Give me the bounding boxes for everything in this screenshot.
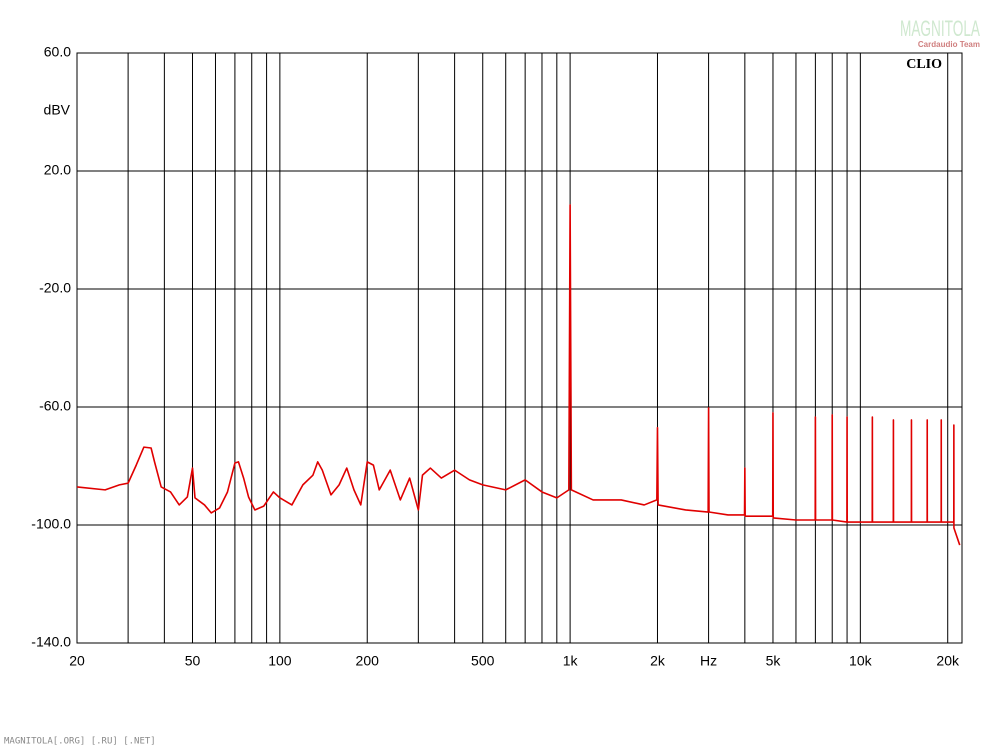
y-tick-label: 60.0 xyxy=(44,44,71,60)
x-tick-label: 100 xyxy=(268,653,292,669)
x-tick-label: 5k xyxy=(766,653,782,669)
x-tick-label: Hz xyxy=(700,653,717,669)
x-tick-label: 2k xyxy=(650,653,666,669)
x-tick-label: 20k xyxy=(936,653,960,669)
y-tick-label: -20.0 xyxy=(39,280,71,296)
plot-frame xyxy=(76,52,963,644)
x-tick-label: 200 xyxy=(356,653,380,669)
x-tick-label: 10k xyxy=(849,653,873,669)
footer: MAGNITOLA[.ORG] [.RU] [.NET] xyxy=(4,737,156,747)
x-tick-label: 1k xyxy=(563,653,579,669)
x-tick-label: 20 xyxy=(69,653,85,669)
brand: CLIO xyxy=(906,57,942,72)
spectrum-line xyxy=(76,204,961,546)
watermark-sub: Cardaudio Team xyxy=(918,40,980,49)
watermark: MAGNITOLA xyxy=(900,16,980,41)
x-tick-label: 50 xyxy=(185,653,201,669)
y-tick-label: -60.0 xyxy=(39,398,71,414)
y-axis-label: dBV xyxy=(44,102,71,118)
y-tick-label: 20.0 xyxy=(44,162,71,178)
y-tick-label: -100.0 xyxy=(31,516,71,532)
x-tick-label: 500 xyxy=(471,653,495,669)
y-tick-label: -140.0 xyxy=(31,634,71,650)
